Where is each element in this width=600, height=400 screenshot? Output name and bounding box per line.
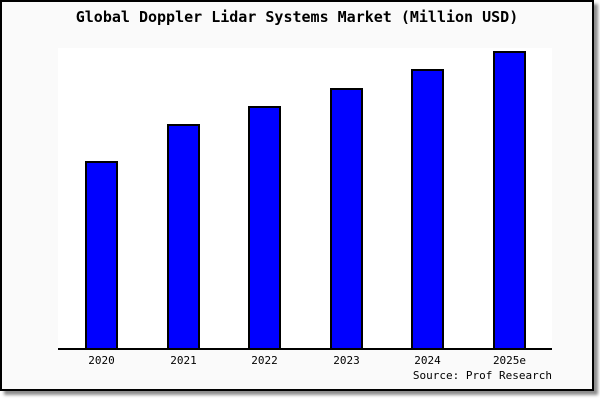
x-tick-label-2022: 2022 [251,354,278,367]
x-tick-label-2020: 2020 [88,354,115,367]
bar-2021 [167,124,200,348]
bar-2024 [411,69,444,348]
x-tick-label-2024: 2024 [414,354,441,367]
plot-area [58,48,552,350]
bar-2020 [85,161,118,348]
bar-2023 [330,88,363,348]
chart-card: Global Doppler Lidar Systems Market (Mil… [0,0,594,391]
x-tick-label-2023: 2023 [333,354,360,367]
bar-2025e [493,51,526,348]
bar-2022 [248,106,281,348]
chart-title: Global Doppler Lidar Systems Market (Mil… [75,8,519,26]
x-tick-label-2021: 2021 [170,354,197,367]
x-tick-label-2025e: 2025e [492,354,527,367]
source-caption: Source: Prof Research [412,369,552,382]
